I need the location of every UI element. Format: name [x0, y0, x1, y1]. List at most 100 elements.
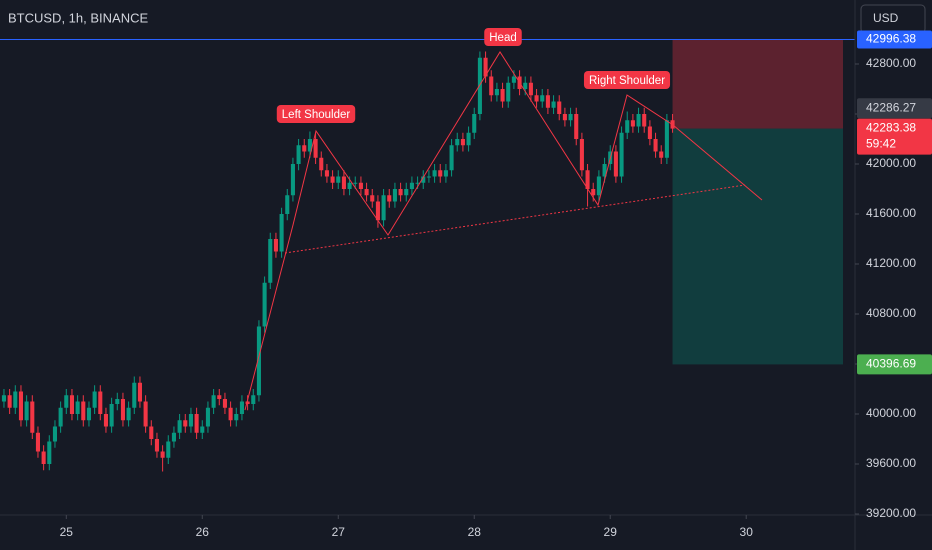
candle-body: [613, 151, 618, 177]
candle-body: [13, 391, 18, 408]
candle-body: [171, 432, 176, 442]
candle-body: [421, 176, 426, 183]
candle-body: [126, 407, 131, 421]
candle-body: [647, 126, 652, 139]
target-price-label: 40396.69: [866, 357, 916, 371]
candle-body: [500, 89, 505, 102]
candle-body: [41, 451, 46, 464]
candle-body: [132, 382, 137, 408]
candle-body: [619, 132, 624, 177]
candle-body: [466, 132, 471, 146]
candle-body: [200, 426, 205, 433]
stop-zone: [672, 39, 843, 129]
candle-body: [103, 414, 108, 427]
candle-body: [319, 157, 324, 171]
candle-body: [302, 145, 307, 152]
candle-body: [234, 414, 239, 421]
candle-body: [415, 182, 420, 184]
candle-body: [591, 189, 596, 196]
candle-body: [404, 189, 409, 196]
x-tick-label: 26: [196, 525, 210, 539]
candle-body: [409, 182, 414, 189]
candle-body: [177, 420, 182, 433]
candle-body: [245, 401, 250, 404]
candle-body: [443, 170, 448, 177]
annotation-box: [276, 105, 356, 123]
candle-body: [494, 89, 499, 96]
candle-body: [120, 399, 125, 421]
x-tick-label: 30: [740, 525, 754, 539]
candle-body: [98, 391, 103, 414]
annotation-label: Head: [489, 32, 517, 44]
candle-body: [7, 395, 12, 408]
candle-body: [324, 170, 329, 177]
candle-body: [228, 407, 233, 421]
candle-body: [438, 170, 443, 177]
candle-body: [630, 120, 635, 127]
candle-body: [194, 414, 199, 433]
candle-body: [506, 82, 511, 102]
candle-body: [528, 82, 533, 96]
candle-body: [455, 139, 460, 146]
candle-body: [557, 101, 562, 114]
x-tick-label: 25: [60, 525, 74, 539]
y-tick-label: 41200.00: [866, 256, 916, 270]
current-price-label: 42283.38: [866, 121, 916, 135]
candle-body: [256, 326, 261, 396]
annotation-box: [583, 71, 671, 89]
candle-body: [69, 395, 74, 414]
candle-body: [18, 391, 24, 421]
y-tick-label: 41600.00: [866, 206, 916, 220]
stop-price-label: 42996.38: [866, 32, 916, 46]
neckline: [284, 184, 746, 254]
y-tick-label: 42000.00: [866, 156, 916, 170]
candle-body: [636, 114, 641, 127]
candle-body: [387, 195, 392, 202]
candle-body: [664, 120, 669, 158]
candle-body: [149, 426, 154, 439]
candle-body: [279, 214, 284, 252]
candle-body: [602, 164, 607, 177]
candle-body: [154, 439, 159, 452]
chart-title: BTCUSD, 1h, BINANCE: [8, 10, 148, 25]
candle-body: [585, 170, 590, 189]
candle-body: [472, 114, 477, 133]
current-price-box: [857, 118, 932, 155]
last-price-label: 42286.27: [866, 100, 916, 114]
annotation-label: Left Shoulder: [282, 109, 351, 121]
x-tick-label: 29: [604, 525, 618, 539]
candle-body: [285, 195, 290, 214]
candle-body: [489, 76, 494, 96]
candle-body: [137, 382, 142, 402]
candle-body: [166, 441, 171, 458]
candle-body: [432, 170, 437, 177]
candle-body: [115, 399, 120, 404]
candle-body: [330, 176, 335, 183]
candle-body: [568, 114, 573, 121]
candle-body: [143, 401, 148, 427]
candle-body: [58, 407, 63, 427]
candle-body: [1, 395, 7, 402]
candle-body: [290, 164, 295, 196]
candle-body: [375, 201, 380, 221]
candle-body: [239, 401, 244, 414]
target-price-label-box: [857, 354, 932, 375]
candle-body: [109, 404, 114, 427]
candle-body: [217, 395, 222, 399]
target-zone: [672, 128, 843, 365]
candle-body: [545, 95, 550, 108]
pattern-line: [244, 51, 763, 411]
candle-body: [307, 139, 312, 152]
candle-body: [551, 101, 556, 108]
candle-body: [47, 441, 52, 464]
candle-body: [64, 395, 69, 408]
y-tick-label: 39200.00: [866, 506, 916, 520]
candle-body: [205, 407, 210, 427]
candle-body: [81, 401, 86, 421]
candle-body: [477, 57, 482, 114]
y-tick-label: 42800.00: [866, 56, 916, 70]
candle-body: [625, 120, 630, 133]
y-tick-label: 39600.00: [866, 456, 916, 470]
candle-body: [659, 151, 664, 158]
